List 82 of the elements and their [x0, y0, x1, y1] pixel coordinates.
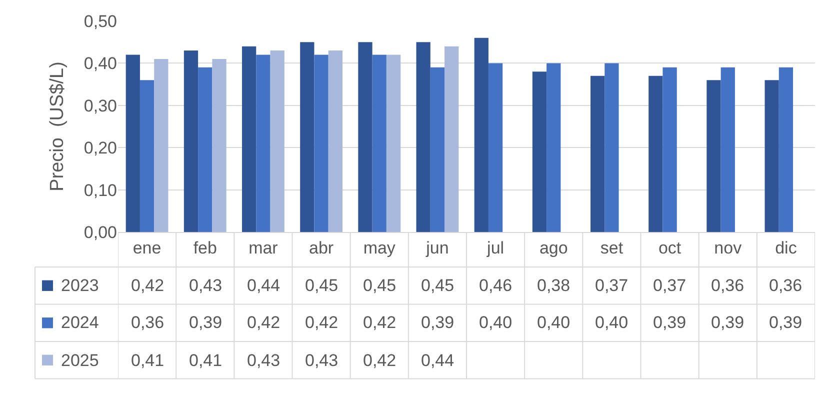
legend-label: 2024 [61, 313, 99, 332]
bar [270, 50, 284, 232]
data-label: 0,39 [711, 313, 744, 332]
bar [198, 67, 212, 232]
bar [386, 54, 401, 232]
bar [648, 76, 663, 232]
data-label: 0,43 [247, 351, 280, 370]
data-label: 0,36 [131, 313, 164, 332]
x-tick-label: feb [193, 238, 217, 258]
data-label: 0,45 [421, 276, 454, 295]
bar [474, 38, 488, 232]
data-label: 0,39 [653, 313, 686, 332]
data-label: 0,46 [479, 276, 512, 295]
bar [140, 80, 154, 232]
data-label: 0,37 [595, 276, 628, 295]
bar [662, 67, 677, 232]
bar [430, 67, 445, 232]
data-label: 0,39 [189, 313, 222, 332]
x-tick-label: dic [775, 238, 798, 258]
data-label: 0,42 [363, 313, 396, 332]
data-label: 0,44 [247, 276, 280, 295]
data-label: 0,42 [131, 276, 164, 295]
data-label: 0,45 [305, 276, 338, 295]
data-label: 0,42 [247, 313, 280, 332]
legend-label: 2025 [61, 351, 99, 370]
x-tick-label: may [363, 238, 396, 258]
x-tick-label: ago [539, 238, 568, 258]
y-tick-label: 0,10 [84, 180, 117, 200]
y-tick-label: 0,00 [84, 222, 117, 242]
data-label: 0,39 [421, 313, 454, 332]
bar [444, 46, 459, 232]
y-tick-label: 0,30 [84, 96, 117, 116]
x-tick-label: jul [486, 238, 504, 258]
bar [604, 63, 619, 232]
data-label: 0,41 [131, 351, 164, 370]
y-tick-label: 0,40 [84, 54, 117, 74]
x-tick-label: ene [132, 238, 162, 258]
x-tick-label: oct [658, 238, 682, 258]
bar [532, 72, 547, 232]
data-label: 0,43 [189, 276, 222, 295]
data-label: 0,42 [363, 351, 396, 370]
data-label: 0,40 [537, 313, 570, 332]
bar [546, 63, 561, 232]
data-label: 0,40 [479, 313, 512, 332]
data-label: 0,44 [421, 351, 454, 370]
bar [706, 80, 721, 232]
bar [300, 42, 314, 232]
bar [184, 50, 198, 232]
bar [416, 42, 430, 232]
data-label: 0,41 [189, 351, 222, 370]
bar [372, 54, 386, 232]
data-label: 0,36 [711, 276, 744, 295]
bar [488, 63, 503, 232]
data-label: 0,42 [305, 313, 338, 332]
y-tick-label: 0,20 [84, 138, 117, 158]
bar [242, 46, 256, 232]
bar [154, 58, 168, 232]
bar [328, 50, 342, 232]
bar [590, 76, 605, 232]
data-label: 0,45 [363, 276, 396, 295]
data-label: 0,38 [537, 276, 570, 295]
x-tick-label: abr [309, 238, 334, 258]
bar [256, 54, 270, 232]
bar [358, 42, 372, 232]
bar [212, 58, 226, 232]
data-label: 0,39 [769, 313, 802, 332]
bar [764, 80, 779, 232]
legend-label: 2023 [61, 276, 99, 295]
x-tick-label: mar [248, 238, 278, 258]
y-axis-title: Precio (US$/L) [46, 62, 68, 192]
data-label: 0,36 [769, 276, 802, 295]
bar [720, 67, 735, 232]
x-tick-label: set [600, 238, 624, 258]
bar [314, 54, 328, 232]
data-label: 0,43 [305, 351, 338, 370]
x-tick-label: nov [714, 238, 742, 258]
y-tick-label: 0,50 [84, 12, 117, 31]
bar [778, 67, 794, 232]
bar [126, 54, 140, 232]
data-label: 0,37 [653, 276, 686, 295]
x-tick-label: jun [425, 238, 449, 258]
data-label: 0,40 [595, 313, 628, 332]
